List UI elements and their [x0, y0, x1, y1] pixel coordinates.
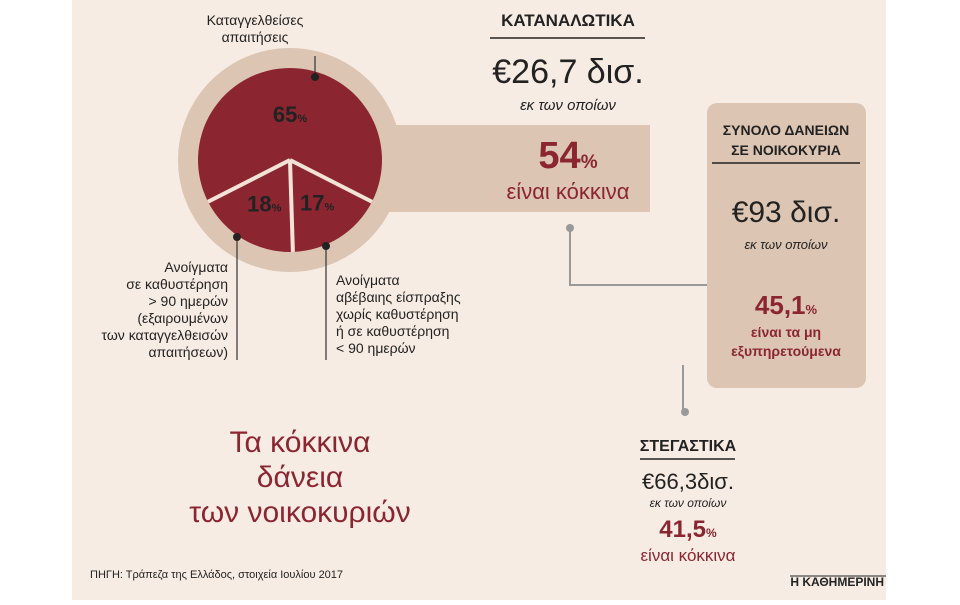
- mortgage-of-which: εκ των οποίων: [650, 496, 727, 510]
- total-box: [707, 103, 866, 388]
- total-title: ΣΥΝΟΛΟ ΔΑΝΕΙΩΝ ΣΕ ΝΟΙΚΟΚΥΡΙΑ: [723, 122, 849, 158]
- category-label: Ανοίγματα αβέβαιης είσπραξης χωρίς καθυστέ…: [336, 272, 461, 356]
- total-note: είναι τα μη εξυπηρετούμενα: [731, 324, 841, 359]
- callout-dot: [322, 242, 330, 250]
- consumer-amount: €26,7 δισ.: [492, 53, 643, 91]
- source: ΠΗΓΗ: Τράπεζα της Ελλάδος, στοιχεία Ιουλ…: [90, 569, 343, 581]
- pie-slice: [197, 67, 383, 202]
- slice-separator: [289, 158, 373, 204]
- consumer-of-which: εκ των οποίων: [520, 97, 616, 114]
- connector-band: [380, 125, 650, 212]
- slice-separator: [288, 159, 295, 253]
- pie: 65% 17% 18%: [197, 67, 383, 253]
- slice-label: 65%: [273, 102, 307, 127]
- mortgage-note: είναι κόκκινα: [640, 546, 735, 565]
- mortgage-amount: €66,3δισ.: [642, 469, 734, 494]
- callout-dot: [233, 233, 241, 241]
- pie-slice: [290, 160, 372, 252]
- brand: Η ΚΑΘΗΜΕΡΙΝΗ: [790, 575, 884, 589]
- mortgage-share: 41,5%: [659, 516, 717, 543]
- consumer-note: είναι κόκκινα: [507, 179, 630, 204]
- slice-label: 17%: [300, 191, 334, 216]
- category-label: Καταγγελθείσες απαιτήσεις: [207, 12, 304, 45]
- consumer-share: 54%: [538, 135, 597, 177]
- total-share: 45,1%: [755, 290, 818, 320]
- mortgage-title: ΣΤΕΓΑΣΤΙΚΑ: [640, 438, 737, 455]
- slice-label: 18%: [247, 192, 281, 217]
- slice-separator: [207, 158, 291, 204]
- connector-dot: [566, 224, 574, 232]
- headline: Τα κόκκινα δάνεια των νοικοκυριών: [189, 426, 410, 529]
- callout-dot: [311, 73, 319, 81]
- total-of-which: εκ των οποίων: [744, 237, 828, 252]
- pie-slice: [208, 160, 293, 253]
- connector-dot: [681, 408, 689, 416]
- total-amount: €93 δισ.: [732, 196, 841, 229]
- category-label: Ανοίγματα σε καθυστέρηση > 90 ημερών (εξαιρ…: [102, 259, 228, 360]
- consumer-title: ΚΑΤΑΝΑΛΩΤΙΚΑ: [501, 11, 635, 30]
